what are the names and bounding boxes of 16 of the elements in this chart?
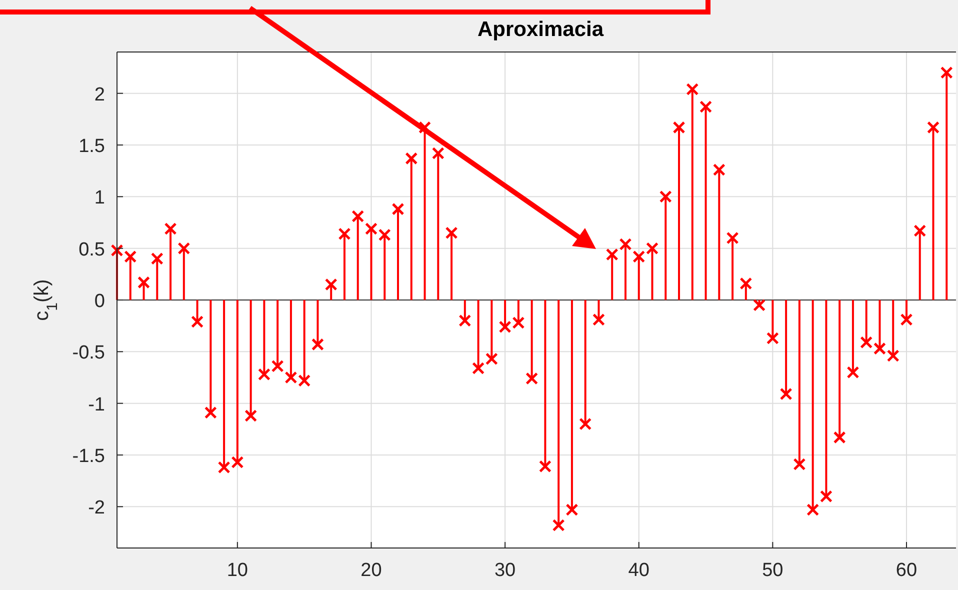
x-tick-label: 50	[762, 560, 784, 581]
y-tick-label: 0.5	[78, 239, 105, 260]
y-tick-label: 0	[94, 291, 105, 312]
x-tick-label: 30	[494, 560, 516, 581]
x-tick-label: 60	[896, 560, 918, 581]
y-tick-label: 1	[94, 188, 105, 209]
y-tick-label: -1	[88, 394, 105, 416]
y-tick-label: -1.5	[72, 446, 105, 467]
y-tick-label: -2	[88, 498, 105, 519]
chart-title: Aproximacia	[477, 18, 604, 41]
y-tick-label: 1.5	[78, 136, 105, 157]
y-tick-label: 2	[94, 84, 105, 106]
x-tick-label: 10	[226, 560, 248, 581]
x-tick-label: 40	[628, 560, 650, 581]
y-tick-label: -0.5	[72, 342, 105, 364]
x-tick-label: 20	[360, 560, 382, 581]
